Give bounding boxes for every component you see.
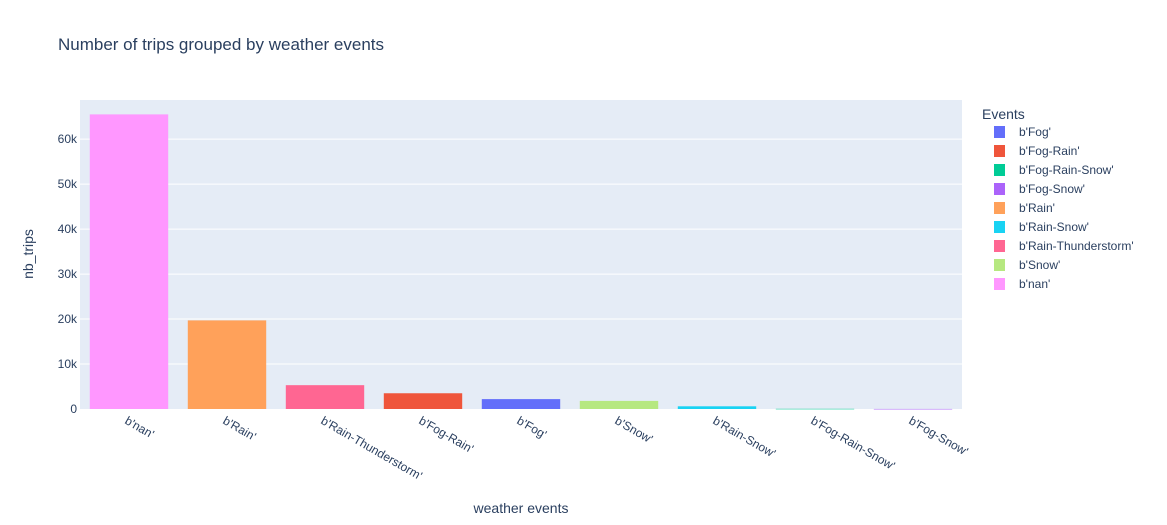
bar <box>285 385 365 409</box>
bar <box>873 408 953 410</box>
legend-swatch <box>994 221 1005 233</box>
x-tick-label: b'Fog-Snow' <box>907 413 971 458</box>
y-tick-label: 0 <box>70 402 77 416</box>
y-tick-label: 50k <box>58 177 78 191</box>
x-tick-label: b'Fog' <box>515 413 550 441</box>
y-tick-label: 30k <box>58 267 78 281</box>
x-tick-label: b'Rain' <box>221 413 259 443</box>
legend-item[interactable]: b'Fog-Snow' <box>1019 182 1085 196</box>
legend-swatch <box>994 240 1005 252</box>
y-tick-label: 60k <box>58 132 78 146</box>
bar <box>775 408 855 410</box>
legend-title: Events <box>982 106 1025 122</box>
legend-item[interactable]: b'Fog-Rain' <box>1019 144 1080 158</box>
legend-item[interactable]: b'Fog-Rain-Snow' <box>1019 163 1114 177</box>
bar <box>187 320 267 409</box>
legend-item[interactable]: b'Rain-Snow' <box>1019 220 1089 234</box>
legend-swatch <box>994 259 1005 271</box>
y-tick-label: 10k <box>58 357 78 371</box>
y-tick-label: 40k <box>58 222 78 236</box>
x-tick-label: b'Rain-Snow' <box>711 413 779 460</box>
legend-swatch <box>994 145 1005 157</box>
legend: Events b'Fog' b'Fog-Rain' b'Fog-Rain-Snow'… <box>982 106 1134 291</box>
bars <box>89 114 953 410</box>
chart-title: Number of trips grouped by weather event… <box>58 35 384 54</box>
x-axis-label: weather events <box>473 500 569 516</box>
legend-swatch <box>994 202 1005 214</box>
legend-item[interactable]: b'Rain' <box>1019 201 1055 215</box>
x-tick-label: b'Snow' <box>613 413 656 446</box>
legend-item[interactable]: b'Fog' <box>1019 125 1051 139</box>
x-tick-label: b'Fog-Rain-Snow' <box>809 413 898 472</box>
y-tick-label: 20k <box>58 312 78 326</box>
legend-swatch <box>994 164 1005 176</box>
x-tick-label: b'Rain-Thunderstorm' <box>319 413 425 482</box>
x-tick-label: b'nan' <box>123 413 157 441</box>
bar <box>383 393 463 409</box>
y-axis-ticks: 0 10k 20k 30k 40k 50k 60k <box>58 132 78 416</box>
legend-item[interactable]: b'Rain-Thunderstorm' <box>1019 239 1134 253</box>
bar <box>677 406 757 409</box>
legend-item[interactable]: b'nan' <box>1019 277 1050 291</box>
legend-swatch <box>994 126 1005 138</box>
y-axis-label: nb_trips <box>20 229 36 279</box>
bar <box>481 399 561 409</box>
bar <box>579 400 659 409</box>
legend-item[interactable]: b'Snow' <box>1019 258 1060 272</box>
x-tick-label: b'Fog-Rain' <box>417 413 476 455</box>
legend-swatch <box>994 183 1005 195</box>
legend-swatch <box>994 278 1005 290</box>
bar <box>89 114 169 410</box>
x-axis-ticks: b'nan' b'Rain' b'Rain-Thunderstorm'b'Fog-R… <box>123 413 971 482</box>
